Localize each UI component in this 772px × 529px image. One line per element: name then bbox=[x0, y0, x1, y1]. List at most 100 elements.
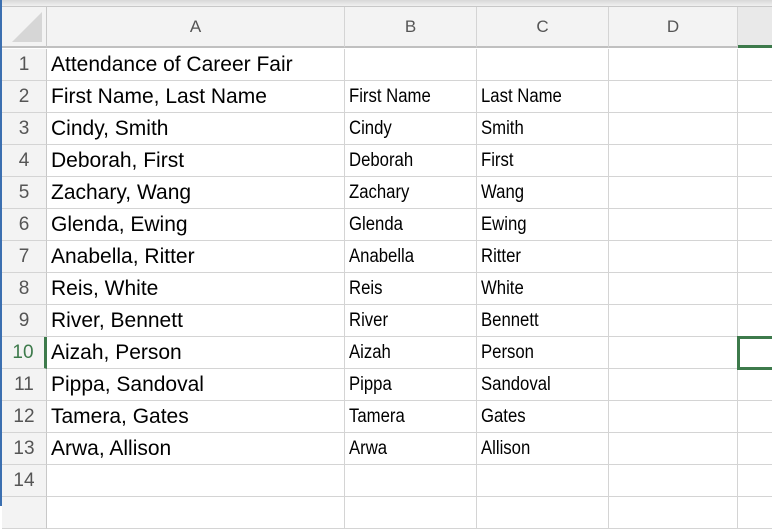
cell-c5[interactable]: Wang bbox=[477, 177, 609, 209]
cell-b13[interactable]: Arwa bbox=[345, 433, 477, 465]
cell-e9[interactable] bbox=[738, 305, 772, 337]
row-header[interactable]: 2 bbox=[2, 81, 47, 113]
select-all-button[interactable] bbox=[2, 7, 47, 48]
cell-e8[interactable] bbox=[738, 273, 772, 305]
cell-d12[interactable] bbox=[609, 401, 738, 433]
cell-e1[interactable] bbox=[738, 49, 772, 81]
cell-e5[interactable] bbox=[738, 177, 772, 209]
row-header[interactable]: 6 bbox=[2, 209, 47, 241]
cell-c14[interactable] bbox=[477, 465, 609, 497]
cell-e14[interactable] bbox=[738, 465, 772, 497]
cell-d7[interactable] bbox=[609, 241, 738, 273]
column-header-a[interactable]: A bbox=[47, 7, 345, 48]
cell-d4[interactable] bbox=[609, 145, 738, 177]
cell-c10[interactable]: Person bbox=[477, 337, 609, 369]
cell-e13[interactable] bbox=[738, 433, 772, 465]
row-header[interactable]: 11 bbox=[2, 369, 47, 401]
cell-d9[interactable] bbox=[609, 305, 738, 337]
cell-e7[interactable] bbox=[738, 241, 772, 273]
cell-d5[interactable] bbox=[609, 177, 738, 209]
cell-b7[interactable]: Anabella bbox=[345, 241, 477, 273]
cell-a2[interactable]: First Name, Last Name bbox=[47, 81, 345, 113]
cell-d8[interactable] bbox=[609, 273, 738, 305]
cell-b6[interactable]: Glenda bbox=[345, 209, 477, 241]
cell-c8[interactable]: White bbox=[477, 273, 609, 305]
selected-cell-e10[interactable] bbox=[737, 336, 772, 370]
cell-d14[interactable] bbox=[609, 465, 738, 497]
cell-a4[interactable]: Deborah, First bbox=[47, 145, 345, 177]
cell-b2[interactable]: First Name bbox=[345, 81, 477, 113]
cell-a5[interactable]: Zachary, Wang bbox=[47, 177, 345, 209]
cell-text: Person bbox=[481, 341, 534, 363]
cell-e4[interactable] bbox=[738, 145, 772, 177]
cell-c2[interactable]: Last Name bbox=[477, 81, 609, 113]
cell-a12[interactable]: Tamera, Gates bbox=[47, 401, 345, 433]
cell-a10[interactable]: Aizah, Person bbox=[47, 337, 345, 369]
cell-a11[interactable]: Pippa, Sandoval bbox=[47, 369, 345, 401]
cell-d1[interactable] bbox=[609, 49, 738, 81]
cell-e6[interactable] bbox=[738, 209, 772, 241]
cell-b8[interactable]: Reis bbox=[345, 273, 477, 305]
cell-c12[interactable]: Gates bbox=[477, 401, 609, 433]
cell-text: Cindy bbox=[349, 117, 392, 139]
cell-c1[interactable] bbox=[477, 49, 609, 81]
cell-e[interactable] bbox=[738, 497, 772, 529]
cell-a3[interactable]: Cindy, Smith bbox=[47, 113, 345, 145]
cell-c4[interactable]: First bbox=[477, 145, 609, 177]
cell-text: Zachary bbox=[349, 181, 410, 203]
cell-a13[interactable]: Arwa, Allison bbox=[47, 433, 345, 465]
row-header[interactable]: 4 bbox=[2, 145, 47, 177]
cell-b1[interactable] bbox=[345, 49, 477, 81]
column-header-e[interactable] bbox=[738, 7, 772, 48]
row-header[interactable]: 8 bbox=[2, 273, 47, 305]
row-header[interactable]: 7 bbox=[2, 241, 47, 273]
row-header[interactable]: 10 bbox=[2, 337, 47, 369]
cell-b14[interactable] bbox=[345, 465, 477, 497]
cell-b11[interactable]: Pippa bbox=[345, 369, 477, 401]
cell-a9[interactable]: River, Bennett bbox=[47, 305, 345, 337]
cell-a[interactable] bbox=[47, 497, 345, 529]
cell-d[interactable] bbox=[609, 497, 738, 529]
cell-e2[interactable] bbox=[738, 81, 772, 113]
cell-b5[interactable]: Zachary bbox=[345, 177, 477, 209]
cell-c3[interactable]: Smith bbox=[477, 113, 609, 145]
cell-c[interactable] bbox=[477, 497, 609, 529]
column-header-d[interactable]: D bbox=[609, 7, 738, 48]
cell-c11[interactable]: Sandoval bbox=[477, 369, 609, 401]
cell-d3[interactable] bbox=[609, 113, 738, 145]
cell-e12[interactable] bbox=[738, 401, 772, 433]
row-header[interactable]: 12 bbox=[2, 401, 47, 433]
cell-b3[interactable]: Cindy bbox=[345, 113, 477, 145]
row-header[interactable]: 3 bbox=[2, 113, 47, 145]
row-header[interactable] bbox=[2, 497, 47, 529]
cell-text: Ritter bbox=[481, 245, 521, 267]
cell-d11[interactable] bbox=[609, 369, 738, 401]
row-header[interactable]: 13 bbox=[2, 433, 47, 465]
cell-c13[interactable]: Allison bbox=[477, 433, 609, 465]
cell-b[interactable] bbox=[345, 497, 477, 529]
cell-a7[interactable]: Anabella, Ritter bbox=[47, 241, 345, 273]
cell-d2[interactable] bbox=[609, 81, 738, 113]
cell-a6[interactable]: Glenda, Ewing bbox=[47, 209, 345, 241]
cell-b10[interactable]: Aizah bbox=[345, 337, 477, 369]
column-header-c[interactable]: C bbox=[477, 7, 609, 48]
cell-e3[interactable] bbox=[738, 113, 772, 145]
cell-d10[interactable] bbox=[609, 337, 738, 369]
column-header-b[interactable]: B bbox=[345, 7, 477, 48]
cell-d6[interactable] bbox=[609, 209, 738, 241]
row-header[interactable]: 9 bbox=[2, 305, 47, 337]
row-header[interactable]: 14 bbox=[2, 465, 47, 497]
row-header[interactable]: 5 bbox=[2, 177, 47, 209]
cell-a8[interactable]: Reis, White bbox=[47, 273, 345, 305]
cell-d13[interactable] bbox=[609, 433, 738, 465]
cell-b4[interactable]: Deborah bbox=[345, 145, 477, 177]
cell-b9[interactable]: River bbox=[345, 305, 477, 337]
cell-a14[interactable] bbox=[47, 465, 345, 497]
cell-a1[interactable]: Attendance of Career Fair bbox=[47, 49, 345, 81]
cell-e11[interactable] bbox=[738, 369, 772, 401]
cell-b12[interactable]: Tamera bbox=[345, 401, 477, 433]
cell-c9[interactable]: Bennett bbox=[477, 305, 609, 337]
cell-c7[interactable]: Ritter bbox=[477, 241, 609, 273]
row-header[interactable]: 1 bbox=[2, 49, 47, 81]
cell-c6[interactable]: Ewing bbox=[477, 209, 609, 241]
